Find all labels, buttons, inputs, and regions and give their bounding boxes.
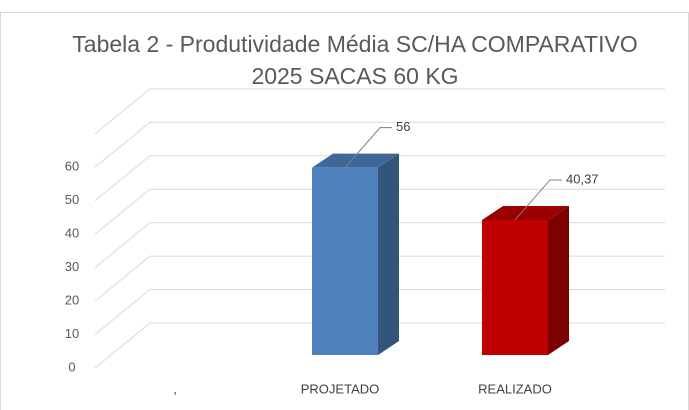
- bar-top: [312, 153, 399, 168]
- grid-line: [94, 121, 665, 168]
- y-tick-label: 60: [65, 159, 79, 174]
- data-label: 56: [396, 119, 410, 134]
- x-tick-label: PROJETADO: [301, 381, 380, 396]
- leader-line: [344, 127, 392, 169]
- bar: [482, 219, 548, 355]
- grid-line: [94, 188, 665, 235]
- bar-top: [482, 205, 569, 220]
- bar-side: [378, 153, 399, 355]
- leader-line: [514, 179, 562, 221]
- chart-title: 2025 SACAS 60 KG: [251, 63, 458, 89]
- y-tick-label: 50: [65, 192, 79, 207]
- data-label: 40,37: [566, 171, 599, 186]
- plot-frame: [94, 88, 665, 135]
- grid-line: [94, 155, 665, 202]
- chart-title: Tabela 2 - Produtividade Média SC/HA COM…: [72, 31, 637, 57]
- y-tick-label: 40: [65, 226, 79, 241]
- bar-side: [548, 205, 569, 355]
- y-tick-label: 30: [65, 259, 79, 274]
- y-tick-label: 10: [65, 326, 79, 341]
- y-tick-label: 20: [65, 293, 79, 308]
- x-tick-label: REALIZADO: [478, 381, 552, 396]
- y-tick-label: 0: [68, 359, 75, 374]
- x-tick-label: ,: [173, 381, 177, 396]
- bar: [312, 167, 378, 355]
